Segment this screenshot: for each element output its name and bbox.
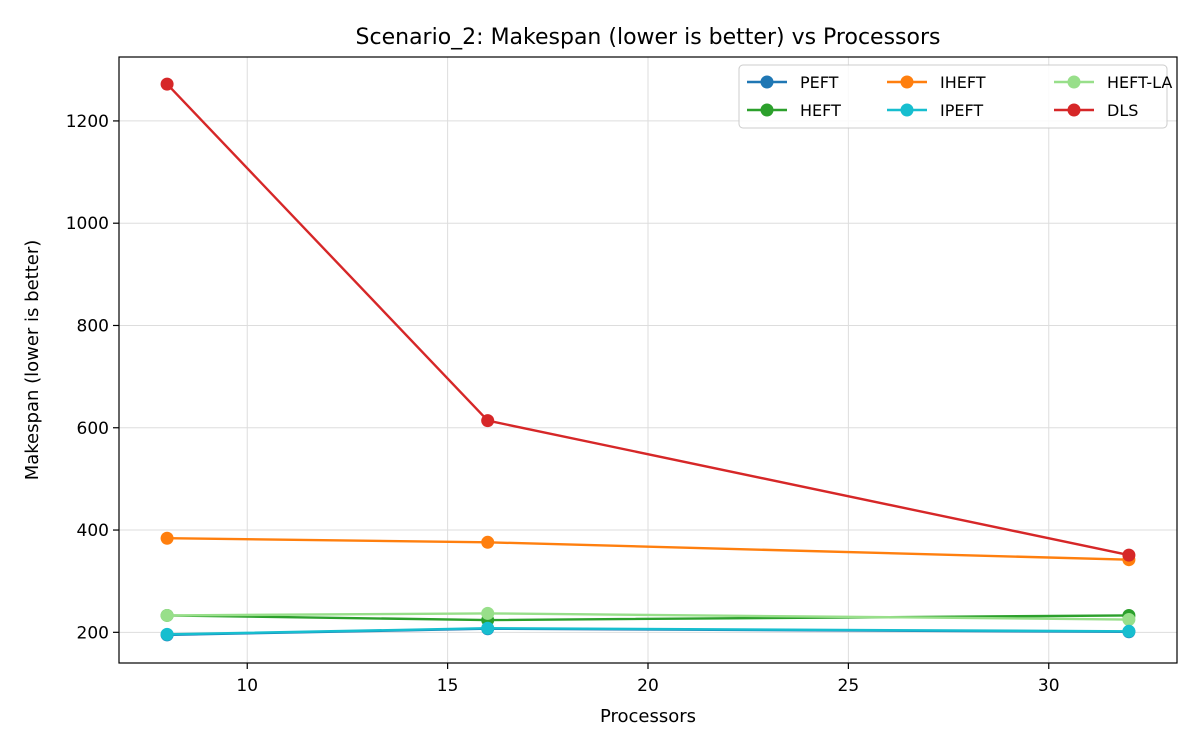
legend-label: PEFT [800,73,839,92]
data-point-iheft [160,531,174,545]
data-point-heft-la [160,608,174,622]
legend-swatch-marker [1067,103,1081,117]
legend-item-heft: HEFT [747,101,841,120]
y-tick-label: 800 [77,316,109,336]
legend-swatch-marker [1067,75,1081,89]
legend-swatch-marker [760,103,774,117]
data-point-ipeft [1122,624,1136,638]
data-point-iheft [481,535,495,549]
data-point-ipeft [481,621,495,635]
data-point-ipeft [160,627,174,641]
legend-label: IPEFT [940,101,983,120]
x-tick-label: 30 [1038,676,1060,696]
legend-label: IHEFT [940,73,986,92]
legend-item-dls: DLS [1054,101,1138,120]
x-tick-label: 10 [236,676,258,696]
legend-swatch-marker [900,103,914,117]
y-tick-label: 200 [77,623,109,643]
y-tick-label: 1200 [66,112,109,132]
x-tick-label: 20 [637,676,659,696]
data-point-dls [160,77,174,91]
x-tick-label: 25 [838,676,860,696]
series-dls [160,77,1136,562]
series-ipeft [160,621,1136,641]
y-tick-label: 1000 [66,214,109,234]
data-point-heft-la [481,606,495,620]
legend-label: HEFT [800,101,841,120]
legend-label: HEFT-LA [1107,73,1172,92]
y-tick-label: 400 [77,521,109,541]
legend-swatch-marker [760,75,774,89]
legend-item-iheft: IHEFT [887,73,986,92]
y-axis-label: Makespan (lower is better) [22,240,43,481]
legend-swatch-marker [900,75,914,89]
series-heft-la [160,606,1136,627]
x-axis-label: Processors [600,706,696,727]
chart-title: Scenario_2: Makespan (lower is better) v… [356,25,941,50]
legend-box [738,64,1168,129]
legend: PEFT HEFT IHEFT IPEFT HEFT-LA DLS [738,64,1172,129]
legend-item-ipeft: IPEFT [887,101,983,120]
x-tick-label: 15 [437,676,459,696]
legend-item-peft: PEFT [747,73,839,92]
data-point-heft-la [1122,613,1136,627]
data-point-dls [1122,548,1136,562]
ticks: 10 15 20 25 30 200 400 600 800 1000 1200 [66,112,1060,696]
y-tick-label: 600 [77,419,109,439]
data-point-dls [481,414,495,428]
legend-label: DLS [1107,101,1138,120]
legend-item-heft-la: HEFT-LA [1054,73,1172,92]
series-layer [160,77,1136,642]
